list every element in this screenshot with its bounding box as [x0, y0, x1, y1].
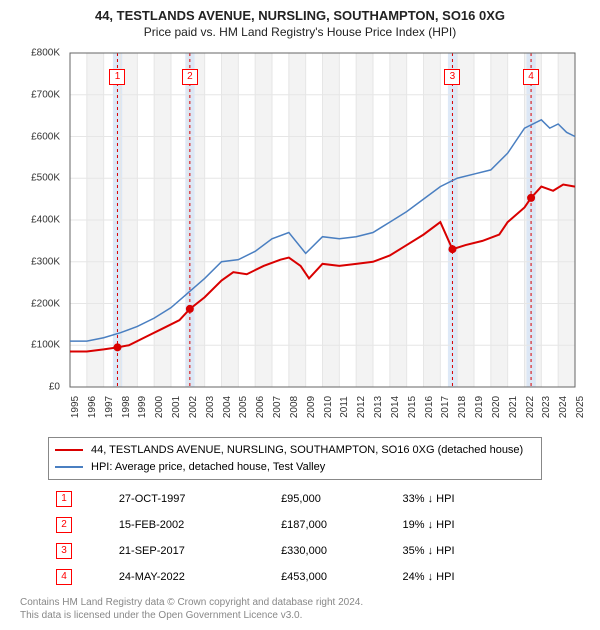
x-tick-label: 2002: [188, 396, 199, 418]
y-tick-label: £600K: [20, 131, 60, 142]
event-badge: 4: [56, 569, 72, 585]
x-tick-label: 1997: [104, 396, 115, 418]
event-badge: 3: [56, 543, 72, 559]
event-badge: 3: [444, 69, 460, 85]
x-tick-label: 2025: [575, 396, 586, 418]
x-tick-label: 1999: [137, 396, 148, 418]
y-tick-label: £200K: [20, 298, 60, 309]
transactions-table: 1 27-OCT-1997£95,00033% ↓ HPI 2 15-FEB-2002…: [48, 486, 580, 590]
transaction-delta: 33% ↓ HPI: [395, 486, 528, 512]
legend-swatch: [55, 466, 83, 468]
x-tick-label: 2018: [457, 396, 468, 418]
transaction-date: 24-MAY-2022: [111, 564, 273, 590]
y-tick-label: £800K: [20, 48, 60, 59]
x-tick-label: 2023: [541, 396, 552, 418]
legend-label: 44, TESTLANDS AVENUE, NURSLING, SOUTHAMP…: [91, 442, 523, 459]
x-tick-label: 2024: [558, 396, 569, 418]
transaction-row: 2 15-FEB-2002£187,00019% ↓ HPI: [48, 512, 528, 538]
x-tick-label: 2010: [323, 396, 334, 418]
x-tick-label: 2009: [306, 396, 317, 418]
plot-area: £0 £100K £200K £300K £400K £500K £600K £700K £80…: [20, 47, 580, 427]
x-tick-label: 2021: [508, 396, 519, 418]
chart-subtitle: Price paid vs. HM Land Registry's House …: [8, 25, 592, 39]
transaction-row: 4 24-MAY-2022£453,00024% ↓ HPI: [48, 564, 528, 590]
chart-container: 44, TESTLANDS AVENUE, NURSLING, SOUTHAMP…: [0, 0, 600, 630]
event-badge: 1: [56, 491, 72, 507]
x-tick-label: 2019: [474, 396, 485, 418]
legend-label: HPI: Average price, detached house, Test…: [91, 459, 325, 476]
legend-swatch: [55, 449, 83, 451]
y-tick-label: £0: [20, 382, 60, 393]
legend-item: HPI: Average price, detached house, Test…: [55, 459, 535, 476]
transaction-price: £330,000: [273, 538, 394, 564]
legend-item: 44, TESTLANDS AVENUE, NURSLING, SOUTHAMP…: [55, 442, 535, 459]
chart-title: 44, TESTLANDS AVENUE, NURSLING, SOUTHAMP…: [8, 8, 592, 23]
x-tick-label: 2011: [339, 396, 350, 418]
x-tick-label: 2008: [289, 396, 300, 418]
transaction-delta: 24% ↓ HPI: [395, 564, 528, 590]
event-badge: 1: [109, 69, 125, 85]
y-tick-label: £400K: [20, 215, 60, 226]
x-tick-label: 1995: [70, 396, 81, 418]
transaction-row: 1 27-OCT-1997£95,00033% ↓ HPI: [48, 486, 528, 512]
x-tick-label: 2013: [373, 396, 384, 418]
x-tick-label: 2015: [407, 396, 418, 418]
x-tick-label: 2022: [525, 396, 536, 418]
transaction-delta: 19% ↓ HPI: [395, 512, 528, 538]
transaction-date: 21-SEP-2017: [111, 538, 273, 564]
transaction-delta: 35% ↓ HPI: [395, 538, 528, 564]
x-tick-label: 2014: [390, 396, 401, 418]
footer-line: Contains HM Land Registry data © Crown c…: [20, 596, 580, 609]
transaction-date: 15-FEB-2002: [111, 512, 273, 538]
x-tick-label: 2003: [205, 396, 216, 418]
x-tick-label: 2004: [222, 396, 233, 418]
y-tick-label: £100K: [20, 340, 60, 351]
x-tick-label: 2007: [272, 396, 283, 418]
x-tick-label: 1998: [121, 396, 132, 418]
plot-svg: [20, 47, 580, 427]
event-badge: 2: [182, 69, 198, 85]
y-tick-label: £700K: [20, 89, 60, 100]
x-tick-label: 2020: [491, 396, 502, 418]
footer: Contains HM Land Registry data © Crown c…: [20, 596, 580, 622]
event-badge: 4: [523, 69, 539, 85]
transaction-price: £187,000: [273, 512, 394, 538]
x-tick-label: 1996: [87, 396, 98, 418]
transaction-price: £95,000: [273, 486, 394, 512]
x-tick-label: 2017: [440, 396, 451, 418]
x-tick-label: 2016: [424, 396, 435, 418]
event-badge: 2: [56, 517, 72, 533]
y-tick-label: £300K: [20, 256, 60, 267]
transaction-row: 3 21-SEP-2017£330,00035% ↓ HPI: [48, 538, 528, 564]
x-tick-label: 2006: [255, 396, 266, 418]
x-tick-label: 2001: [171, 396, 182, 418]
transaction-price: £453,000: [273, 564, 394, 590]
transaction-date: 27-OCT-1997: [111, 486, 273, 512]
x-tick-label: 2005: [238, 396, 249, 418]
footer-line: This data is licensed under the Open Gov…: [20, 609, 580, 622]
y-tick-label: £500K: [20, 173, 60, 184]
legend: 44, TESTLANDS AVENUE, NURSLING, SOUTHAMP…: [48, 437, 542, 480]
x-tick-label: 2000: [154, 396, 165, 418]
x-tick-label: 2012: [356, 396, 367, 418]
